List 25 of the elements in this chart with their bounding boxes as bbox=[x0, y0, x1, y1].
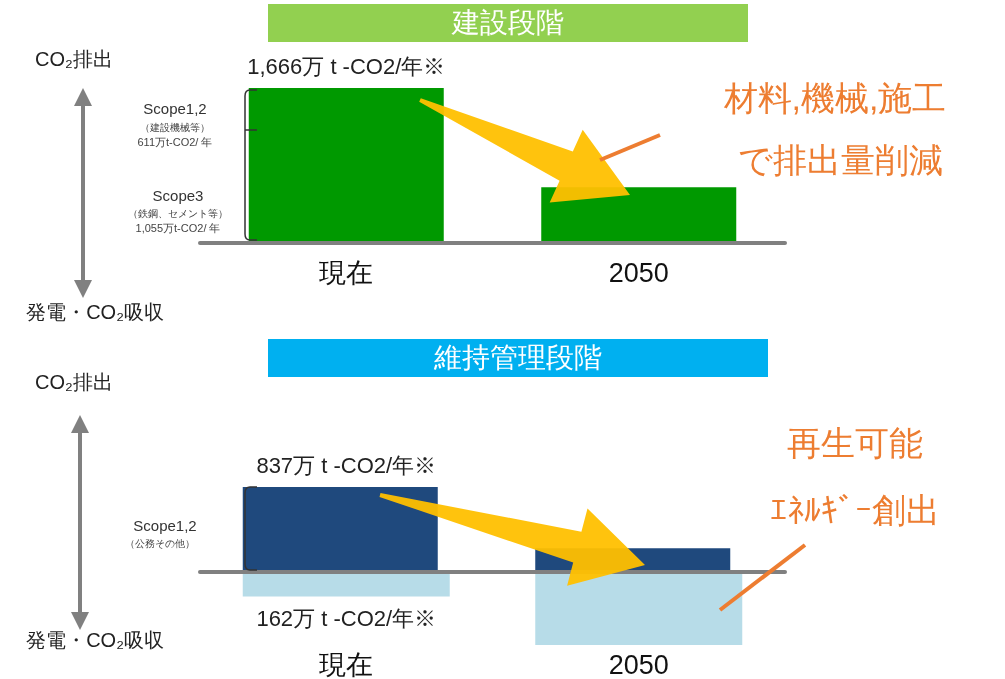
annotation: 837万 t -CO2/年※ bbox=[256, 452, 437, 478]
annotation: で排出量削減 bbox=[737, 141, 943, 179]
y-axis-title: CO₂排出 bbox=[35, 48, 113, 70]
y-axis-title: CO₂排出 bbox=[35, 371, 113, 393]
chart-title: 維持管理段階 bbox=[268, 339, 768, 377]
text: 発電・CO₂吸収 bbox=[26, 629, 164, 651]
annotation: 611万t-CO2/ 年 bbox=[137, 136, 213, 148]
x-tick-label: 現在 bbox=[319, 649, 374, 679]
annotation: 1,666万 t -CO2/年※ bbox=[247, 53, 446, 79]
text: 再生可能 bbox=[787, 424, 923, 462]
annotation: 材料,機械,施工 bbox=[722, 79, 947, 117]
annotation: Scope1,2 bbox=[143, 99, 207, 117]
annotation: （建設機械等） bbox=[140, 121, 210, 133]
text: 発電・CO₂吸収 bbox=[26, 301, 164, 323]
chart-title: 建設段階 bbox=[268, 4, 748, 42]
text: （公務その他） bbox=[125, 537, 195, 549]
annotation: ｴﾈﾙｷﾞｰ創出 bbox=[770, 491, 940, 529]
x-tick-label: 2050 bbox=[608, 257, 669, 288]
text: Scope1,2 bbox=[133, 516, 197, 534]
x-tick-label: 2050 bbox=[608, 649, 669, 679]
annotation: 162万 t -CO2/年※ bbox=[256, 606, 437, 632]
annotation: Scope3 bbox=[152, 186, 204, 204]
annotation: 1,055万t-CO2/ 年 bbox=[135, 222, 221, 234]
x-tick-label: 現在 bbox=[319, 257, 374, 288]
annotation: （鉄鋼、セメント等） bbox=[128, 207, 228, 219]
